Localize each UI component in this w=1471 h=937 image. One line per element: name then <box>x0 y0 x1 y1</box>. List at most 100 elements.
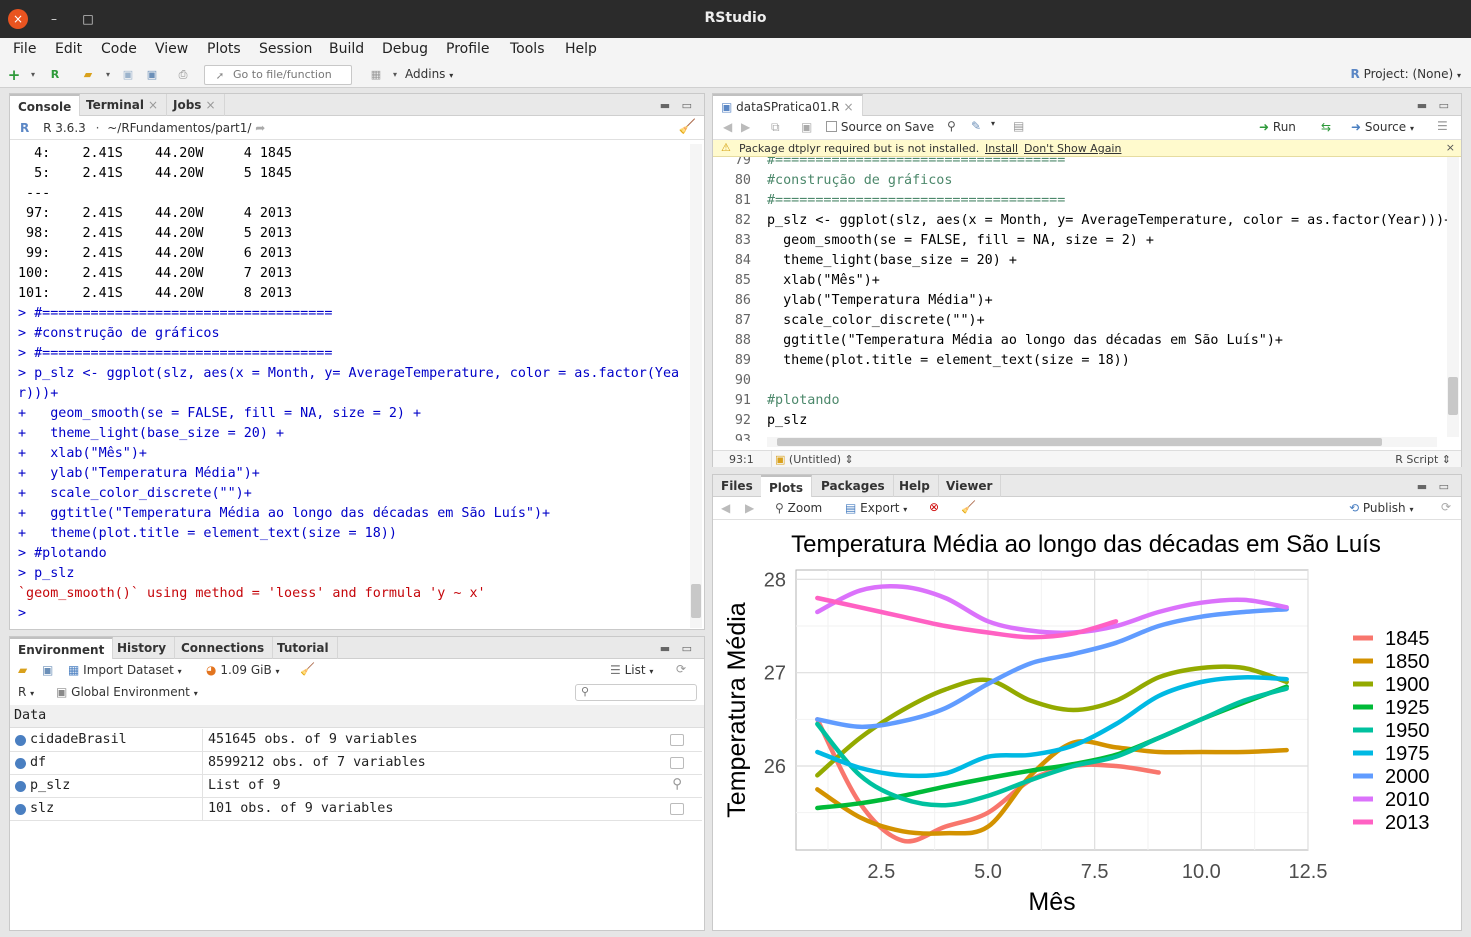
tab-environment[interactable]: Environment <box>10 637 114 659</box>
search-icon[interactable]: ⚲ <box>672 777 682 792</box>
environment-search-input[interactable]: ⚲ <box>575 684 697 701</box>
source-button[interactable]: ➜ Source ▾ <box>1351 120 1414 134</box>
goto-directory-icon[interactable]: ➦ <box>255 121 266 135</box>
pane-minmax-icon[interactable]: ▬ ▭ <box>659 642 696 655</box>
chevron-down-icon[interactable]: ▾ <box>991 119 996 128</box>
save-icon[interactable]: ▣ <box>122 68 134 81</box>
env-row-df[interactable]: df 8599212 obs. of 7 variables <box>10 752 702 775</box>
pane-minmax-icon[interactable]: ▬ ▭ <box>659 99 696 112</box>
working-directory-link[interactable]: ~/RFundamentos/part1/ <box>107 121 252 135</box>
expand-icon[interactable] <box>15 781 26 792</box>
menu-debug[interactable]: Debug <box>382 41 429 57</box>
remove-plot-icon[interactable]: ⊗ <box>929 500 940 514</box>
menu-tools[interactable]: Tools <box>510 41 545 57</box>
save-workspace-icon[interactable]: ▣ <box>42 663 54 677</box>
export-button[interactable]: ▤ Export ▾ <box>845 501 908 515</box>
scope-selector[interactable]: ▣ (Untitled) ⇕ <box>775 453 854 466</box>
view-data-icon[interactable] <box>670 734 684 746</box>
chevron-down-icon[interactable]: ▾ <box>105 70 110 79</box>
editor-vertical-scrollbar[interactable] <box>1447 157 1459 437</box>
next-plot-icon[interactable]: ▶ <box>745 501 755 515</box>
menu-plots[interactable]: Plots <box>207 41 241 57</box>
expand-icon[interactable] <box>15 804 26 815</box>
run-button[interactable]: ➜ Run <box>1259 120 1296 134</box>
menu-build[interactable]: Build <box>329 41 365 57</box>
checkbox-icon[interactable] <box>826 121 837 132</box>
memory-usage-button[interactable]: ◕ 1.09 GiB ▾ <box>206 663 280 677</box>
menu-edit[interactable]: Edit <box>55 41 83 57</box>
close-icon[interactable]: × <box>148 98 159 112</box>
compile-report-icon[interactable]: ▤ <box>1013 119 1025 133</box>
chevron-down-icon[interactable]: ▾ <box>392 70 397 79</box>
pane-minmax-icon[interactable]: ▬ ▭ <box>1416 480 1453 493</box>
show-in-window-icon[interactable]: ⧉ <box>771 120 780 134</box>
window-minimize-button[interactable]: – <box>51 12 57 26</box>
menu-code[interactable]: Code <box>101 41 137 57</box>
language-select[interactable]: R ▾ <box>18 685 35 699</box>
magic-wand-icon[interactable]: ✎ <box>971 119 982 133</box>
editor-horizontal-scrollbar[interactable] <box>767 437 1437 447</box>
project-menu[interactable]: R Project: (None) ▾ <box>1350 67 1461 81</box>
pane-minmax-icon[interactable]: ▬ ▭ <box>1416 99 1453 112</box>
window-close-button[interactable]: × <box>8 9 28 29</box>
back-arrow-icon[interactable]: ◀ <box>723 120 733 134</box>
new-file-icon[interactable]: + <box>7 66 21 84</box>
console-scrollbar[interactable] <box>690 144 702 628</box>
load-workspace-icon[interactable]: ▰ <box>18 663 28 677</box>
refresh-icon[interactable]: ⟳ <box>1441 500 1452 514</box>
clear-workspace-icon[interactable]: 🧹 <box>300 662 315 676</box>
rerun-icon[interactable]: ⇆ <box>1321 120 1332 134</box>
expand-icon[interactable] <box>15 758 26 769</box>
save-all-icon[interactable]: ▣ <box>146 68 158 81</box>
dont-show-again-link[interactable]: Don't Show Again <box>1024 142 1122 155</box>
tab-jobs[interactable]: Jobs × <box>165 94 225 116</box>
tab-connections[interactable]: Connections <box>173 637 274 659</box>
print-icon[interactable]: ⎙ <box>178 68 188 81</box>
tab-help[interactable]: Help <box>891 475 939 497</box>
tab-plots[interactable]: Plots <box>761 475 813 497</box>
view-data-icon[interactable] <box>670 803 684 815</box>
console-output[interactable]: 4: 2.41S 44.20W 4 1845 5: 2.41S 44.20W 5… <box>10 144 690 624</box>
clear-console-icon[interactable]: 🧹 <box>678 119 696 135</box>
publish-button[interactable]: ⟲ Publish ▾ <box>1349 501 1414 515</box>
tab-tutorial[interactable]: Tutorial <box>269 637 338 659</box>
close-icon[interactable]: × <box>1445 141 1455 154</box>
tab-console[interactable]: Console <box>10 94 81 116</box>
import-dataset-button[interactable]: ▦ Import Dataset ▾ <box>68 663 182 677</box>
tab-files[interactable]: Files <box>713 475 762 497</box>
addins-menu[interactable]: Addins ▾ <box>405 67 454 81</box>
environment-scope-select[interactable]: ▣ Global Environment ▾ <box>56 685 198 699</box>
tab-history[interactable]: History <box>109 637 176 659</box>
editor-scroll-thumb[interactable] <box>1448 377 1458 415</box>
view-data-icon[interactable] <box>670 757 684 769</box>
menu-help[interactable]: Help <box>565 41 597 57</box>
menu-file[interactable]: File <box>13 41 37 57</box>
grid-layout-icon[interactable]: ▦ <box>370 68 382 81</box>
previous-plot-icon[interactable]: ◀ <box>721 501 731 515</box>
expand-icon[interactable] <box>15 735 26 746</box>
tab-packages[interactable]: Packages <box>813 475 894 497</box>
env-row-cidadeBrasil[interactable]: cidadeBrasil 451645 obs. of 9 variables <box>10 729 702 752</box>
close-icon[interactable]: × <box>205 98 216 112</box>
editor-hscroll-thumb[interactable] <box>777 438 1382 446</box>
forward-arrow-icon[interactable]: ▶ <box>741 120 751 134</box>
refresh-icon[interactable]: ⟳ <box>676 662 687 676</box>
close-icon[interactable]: × <box>843 100 854 114</box>
tab-viewer[interactable]: Viewer <box>938 475 1002 497</box>
menu-profile[interactable]: Profile <box>446 41 490 57</box>
goto-file-input[interactable]: Go to file/function <box>204 65 352 85</box>
menu-view[interactable]: View <box>155 41 189 57</box>
new-project-icon[interactable]: R <box>50 68 60 81</box>
outline-icon[interactable]: ☰ <box>1437 119 1448 133</box>
window-maximize-button[interactable]: □ <box>82 12 94 26</box>
open-folder-icon[interactable]: ▰ <box>83 68 93 81</box>
zoom-button[interactable]: ⚲ Zoom <box>775 501 823 515</box>
tab-dataSPratica01[interactable]: ▣ dataSPratica01.R × <box>713 94 863 116</box>
code-editor[interactable]: 79 #==================================== 8… <box>713 157 1447 441</box>
source-on-save-checkbox[interactable]: Source on Save <box>826 120 934 134</box>
save-icon[interactable]: ▣ <box>801 120 813 134</box>
menu-session[interactable]: Session <box>259 41 313 57</box>
chevron-down-icon[interactable]: ▾ <box>30 70 35 79</box>
env-row-p_slz[interactable]: p_slz List of 9 ⚲ <box>10 775 702 798</box>
search-icon[interactable]: ⚲ <box>947 119 956 133</box>
